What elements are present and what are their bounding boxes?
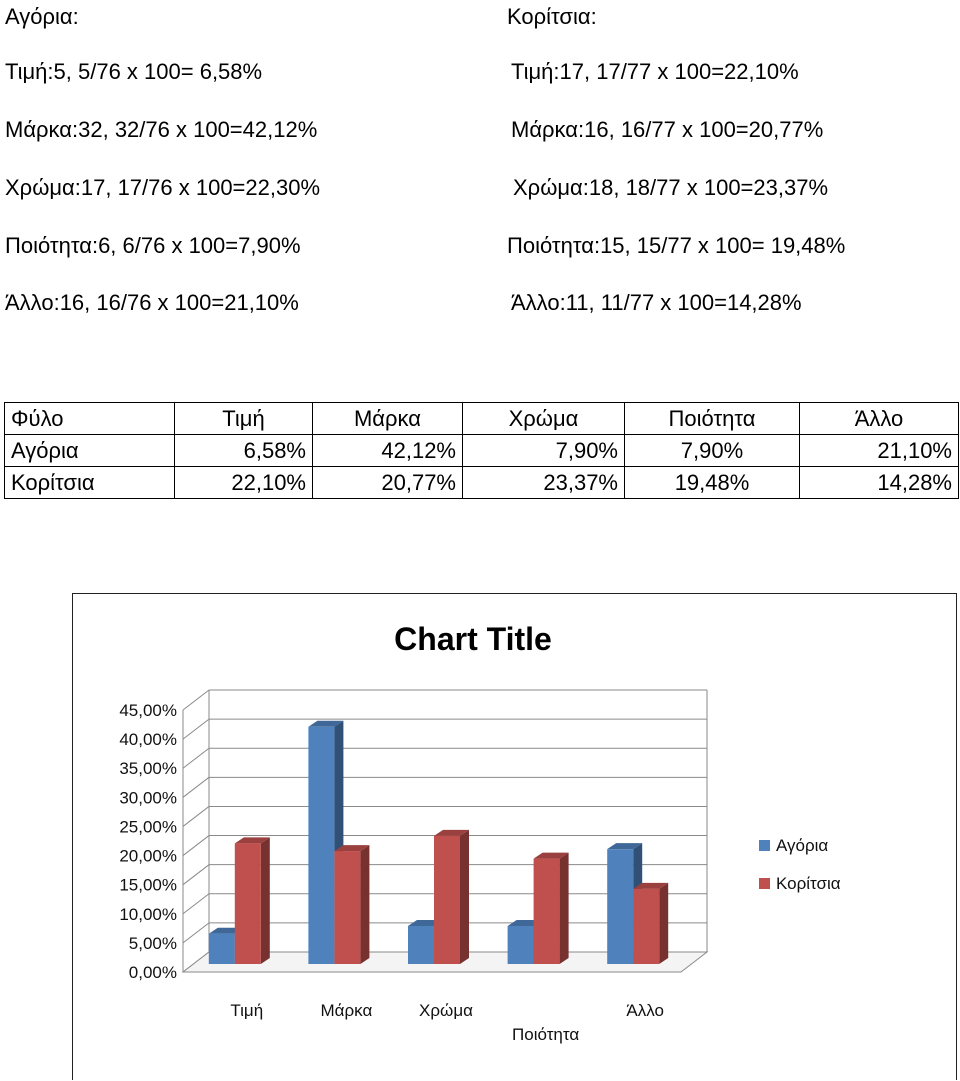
x-tick-label: Άλλο [626,1001,664,1020]
table-cell: Αγόρια [4,434,175,467]
table-cell: 6,58% [174,434,313,467]
bar-top [308,720,344,727]
boys-heading: Αγόρια: [5,4,79,29]
x-tick-label: Τιμή [230,1001,263,1020]
girls-heading: Κορίτσια: [507,4,597,29]
girls-calc-color: Χρώμα:18, 18/77 x 100=23,37% [513,175,829,200]
boys-calc-other: Άλλο:16, 16/76 x 100=21,10% [5,290,299,315]
bar [408,926,434,964]
table-header-cell: Άλλο [799,402,959,435]
y-tick-label: 20,00% [119,847,177,866]
girls-calc-brand: Μάρκα:16, 16/77 x 100=20,77% [511,117,824,142]
bar-top [234,837,270,844]
legend-label: Κορίτσια [776,874,841,893]
legend-swatch [759,840,770,851]
bar-chart: Chart Title 0,00% 5,00% 10,00% 15,00% 20,00%… [119,621,841,1044]
table-header-cell: Ποιότητα [624,402,800,435]
table-cell: 7,90% [624,434,800,467]
girls-calc-price: Τιμή:17, 17/77 x 100=22,10% [511,59,799,84]
y-tick-label: 15,00% [119,876,177,895]
legend-swatch [759,878,770,889]
y-tick-label: 30,00% [119,788,177,807]
table-cell: 23,37% [462,466,625,499]
gridline [182,776,210,798]
gridline [182,893,210,915]
table-cell: 19,48% [624,466,800,499]
table-header-cell: Μάρκα [312,402,463,435]
girls-calc-other: Άλλο:11, 11/77 x 100=14,28% [511,290,802,315]
bar [234,843,261,964]
bar-side [360,845,370,964]
gridline [182,835,210,856]
table-header-row: Φύλο Τιμή Μάρκα Χρώμα Ποιότητα Άλλο [4,402,959,435]
table-cell: 22,10% [174,466,313,499]
bar-side [659,882,669,964]
boys-calc-price: Τιμή:5, 5/76 x 100= 6,58% [5,59,263,84]
chart-title: Chart Title [394,621,552,657]
table-row: Κορίτσια 22,10% 20,77% 23,37% 19,48% 14,… [4,466,959,499]
table-header-cell: Φύλο [4,402,175,435]
y-tick-label: 25,00% [119,817,177,836]
y-tick-label: 5,00% [129,934,177,953]
girls-calc-quality: Ποιότητα:15, 15/77 x 100= 19,48% [507,233,846,258]
bar-top [434,829,469,836]
bar-top [533,852,569,859]
bar-side [460,829,469,964]
bar-top [633,882,669,889]
gridline [182,864,210,886]
bar [507,926,534,964]
y-tick-label: 35,00% [119,759,177,778]
boys-calc-color: Χρώμα:17, 17/76 x 100=22,30% [5,175,321,200]
bar [533,858,560,964]
bar-top [334,845,370,852]
gridline [182,806,210,827]
table-cell: 20,77% [312,466,463,499]
x-tick-label: Μάρκα [321,1001,373,1020]
bar [208,933,235,964]
bar-side [559,852,569,964]
gridline [182,718,210,740]
bar [334,851,361,964]
bar-side [260,837,270,964]
x-tick-label: Χρώμα [419,1001,473,1020]
y-tick-label: 10,00% [119,905,177,924]
bar-top [607,843,643,850]
table-header-cell: Τιμή [174,402,313,435]
boys-calc-quality: Ποιότητα:6, 6/76 x 100=7,90% [5,233,301,258]
table-cell: 21,10% [799,434,959,467]
bar [607,849,634,964]
gridline [182,747,210,769]
legend-label: Αγόρια [776,836,828,855]
table-cell: Κορίτσια [4,466,175,499]
bar [633,888,660,964]
gridline [182,689,210,711]
bar [308,726,335,964]
results-table: Φύλο Τιμή Μάρκα Χρώμα Ποιότητα Άλλο Αγόρ… [4,402,959,499]
boys-calc-brand: Μάρκα:32, 32/76 x 100=42,12% [5,117,318,142]
chart-frame: Chart Title 0,00% 5,00% 10,00% 15,00% 20,00%… [72,593,957,1080]
x-tick-label: Ποιότητα [512,1025,579,1044]
y-tick-label: 40,00% [119,730,177,749]
y-tick-label: 45,00% [119,701,177,720]
table-cell: 42,12% [312,434,463,467]
gridline [182,922,210,944]
table-cell: 14,28% [799,466,959,499]
y-tick-label: 0,00% [129,963,177,982]
table-cell: 7,90% [462,434,625,467]
table-row: Αγόρια 6,58% 42,12% 7,90% 7,90% 21,10% [4,434,959,467]
table-header-cell: Χρώμα [462,402,625,435]
bar [434,835,460,964]
